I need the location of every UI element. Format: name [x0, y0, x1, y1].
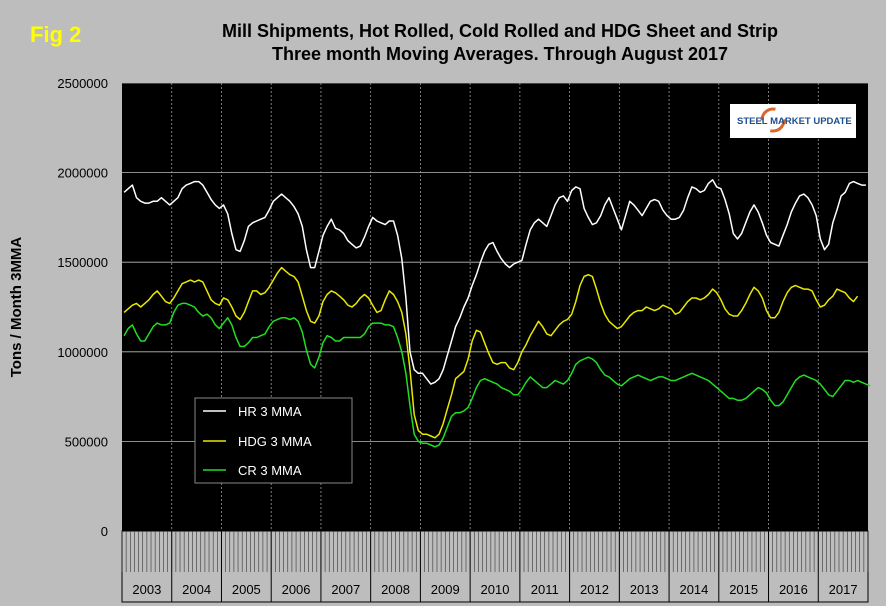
steel-market-update-logo: STEEL MARKET UPDATE [730, 104, 856, 138]
series-lines [123, 179, 871, 448]
logo-text: STEEL MARKET UPDATE [737, 116, 852, 127]
year-labels: 2003 2004 2005 2006 2007 2008 2009 2010 2011 2012… [132, 582, 857, 597]
year-label-2006: 2006 [282, 582, 311, 597]
y-tick-label: 2500000 [57, 76, 108, 91]
legend-label-cr: CR 3 MMA [238, 463, 302, 478]
year-label-2012: 2012 [580, 582, 609, 597]
series-line-cr [123, 302, 871, 448]
y-axis-label: Tons / Month 3MMA [8, 237, 25, 378]
y-tick-label: 2000000 [57, 166, 108, 181]
year-label-2017: 2017 [829, 582, 858, 597]
year-label-2014: 2014 [679, 582, 708, 597]
y-tick-labels: 0 500000 1000000 1500000 2000000 2500000 [57, 76, 108, 539]
logo-swoosh-icon [760, 107, 786, 133]
legend-item-hdg: HDG 3 MMA [203, 434, 312, 449]
year-label-2003: 2003 [132, 582, 161, 597]
chart-title-line1: Mill Shipments, Hot Rolled, Cold Rolled … [221, 21, 779, 41]
year-label-2005: 2005 [232, 582, 261, 597]
year-label-2016: 2016 [779, 582, 808, 597]
legend-label-hr: HR 3 MMA [238, 404, 302, 419]
year-label-2013: 2013 [630, 582, 659, 597]
y-tick-label: 1500000 [57, 255, 108, 270]
chart-title-line2: Three month Moving Averages. Through Aug… [271, 44, 729, 64]
series-line-hr [123, 179, 866, 385]
y-tick-label: 0 [101, 524, 108, 539]
month-ticks [121, 531, 869, 572]
y-tick-label: 500000 [65, 434, 108, 449]
year-label-2007: 2007 [331, 582, 360, 597]
y-tick-label: 1000000 [57, 345, 108, 360]
figure-label: Fig 2 [30, 22, 82, 47]
series-line-hdg [123, 266, 859, 439]
legend-item-cr: CR 3 MMA [203, 463, 302, 478]
legend-item-hr: HR 3 MMA [203, 404, 302, 419]
legend-label-hdg: HDG 3 MMA [238, 434, 312, 449]
year-label-2009: 2009 [431, 582, 460, 597]
year-label-2004: 2004 [182, 582, 211, 597]
year-label-2011: 2011 [531, 582, 559, 597]
year-label-2008: 2008 [381, 582, 410, 597]
chart-title: Mill Shipments, Hot Rolled, Cold Rolled … [140, 20, 860, 66]
year-label-2015: 2015 [729, 582, 758, 597]
gridlines [122, 82, 868, 531]
year-label-2010: 2010 [481, 582, 510, 597]
year-separators [171, 531, 819, 602]
legend: HR 3 MMA HDG 3 MMA CR 3 MMA [194, 397, 353, 484]
